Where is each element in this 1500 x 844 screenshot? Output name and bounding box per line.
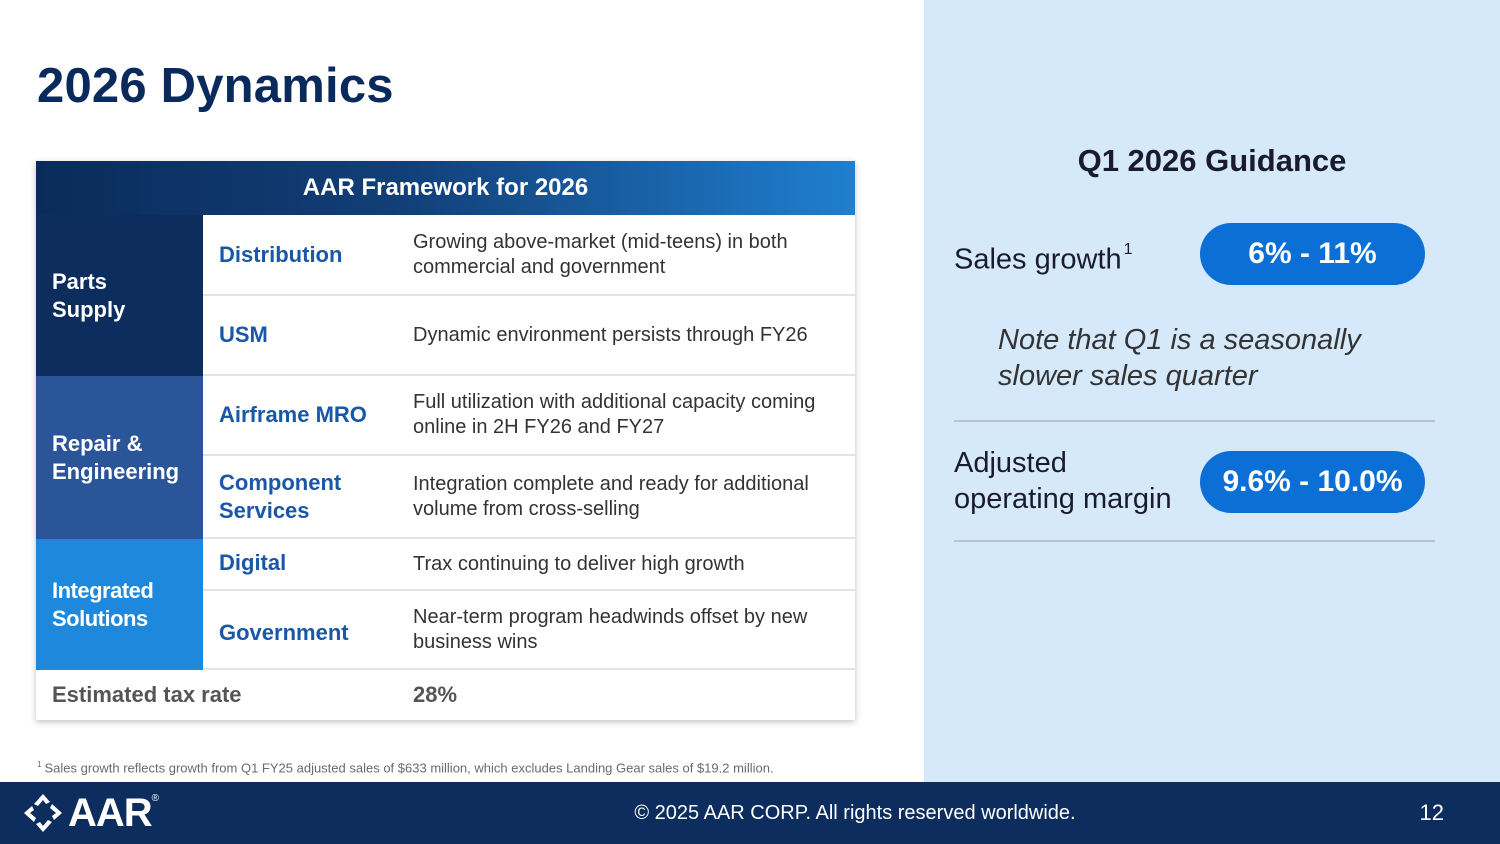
- footer-bar: AAR® © 2025 AAR CORP. All rights reserve…: [0, 782, 1500, 844]
- tax-rate-label: Estimated tax rate: [52, 682, 242, 707]
- table-row: Distribution Growing above-market (mid-t…: [203, 215, 855, 296]
- sales-growth-text: Sales growth: [954, 243, 1122, 276]
- segment-description: Integration complete and ready for addit…: [413, 472, 809, 520]
- aar-logo: AAR®: [22, 790, 159, 836]
- group-integrated-solutions: Integrated Solutions: [36, 539, 203, 670]
- sales-growth-value: 6% - 11%: [1200, 223, 1425, 285]
- segment-label: Digital: [219, 550, 287, 575]
- seasonality-note: Note that Q1 is a seasonally slower sale…: [998, 324, 1361, 392]
- tax-rate-value: 28%: [413, 682, 458, 707]
- sales-growth-label: Sales growth 1: [954, 236, 1133, 278]
- segment-label: USM: [219, 322, 268, 347]
- footnote-marker: 1: [37, 760, 42, 769]
- group-label: Parts Supply: [52, 268, 126, 322]
- table-row: USM Dynamic environment persists through…: [203, 296, 855, 376]
- operating-margin-label: Adjusted operating margin: [954, 445, 1184, 517]
- segment-label: Component Services: [219, 469, 342, 523]
- table-row: Digital Trax continuing to deliver high …: [203, 539, 855, 591]
- segment-label: Distribution: [219, 241, 343, 267]
- segment-description: Near-term program headwinds offset by ne…: [413, 605, 808, 653]
- segment-label: Airframe MRO: [219, 402, 367, 427]
- framework-header: AAR Framework for 2026: [36, 161, 855, 215]
- segment-label: Government: [219, 619, 349, 645]
- framework-table: AAR Framework for 2026 Parts Supply Repa…: [36, 161, 855, 720]
- divider: [954, 420, 1435, 422]
- divider: [954, 540, 1435, 542]
- segment-description: Dynamic environment persists through FY2…: [413, 323, 808, 346]
- segment-description: Trax continuing to deliver high growth: [413, 552, 745, 575]
- registered-mark: ®: [151, 793, 159, 805]
- operating-margin-text: Adjusted operating margin: [954, 447, 1172, 515]
- copyright-text: © 2025 AAR CORP. All rights reserved wor…: [634, 801, 1076, 824]
- table-row: Government Near-term program headwinds o…: [203, 591, 855, 670]
- logo-text: AAR®: [68, 790, 159, 836]
- tax-rate-row: Estimated tax rate 28%: [36, 670, 855, 720]
- footnote-text: Sales growth reflects growth from Q1 FY2…: [44, 760, 774, 776]
- group-label: Integrated Solutions: [52, 577, 154, 631]
- logo-wordmark: AAR: [68, 790, 153, 835]
- group-parts-supply: Parts Supply: [36, 215, 203, 376]
- group-repair-engineering: Repair & Engineering: [36, 376, 203, 539]
- guidance-title: Q1 2026 Guidance: [1077, 143, 1347, 178]
- page-number: 12: [1419, 800, 1444, 825]
- aar-swirl-icon: [24, 794, 62, 832]
- segment-description: Full utilization with additional capacit…: [413, 391, 816, 438]
- footnote-marker: 1: [1123, 241, 1133, 258]
- footnote: 1 Sales growth reflects growth from Q1 FY…: [37, 760, 774, 775]
- guidance-panel: [924, 0, 1500, 782]
- copyright-container: © 2025 AAR CORP. All rights reserved wor…: [0, 782, 1500, 844]
- segment-description: Growing above-market (mid-teens) in both…: [413, 230, 788, 278]
- table-row: Component Services Integration complete …: [203, 456, 855, 539]
- page-title: 2026 Dynamics: [37, 59, 394, 113]
- operating-margin-value: 9.6% - 10.0%: [1200, 451, 1425, 513]
- group-label: Repair & Engineering: [52, 430, 180, 484]
- table-row: Airframe MRO Full utilization with addit…: [203, 376, 855, 456]
